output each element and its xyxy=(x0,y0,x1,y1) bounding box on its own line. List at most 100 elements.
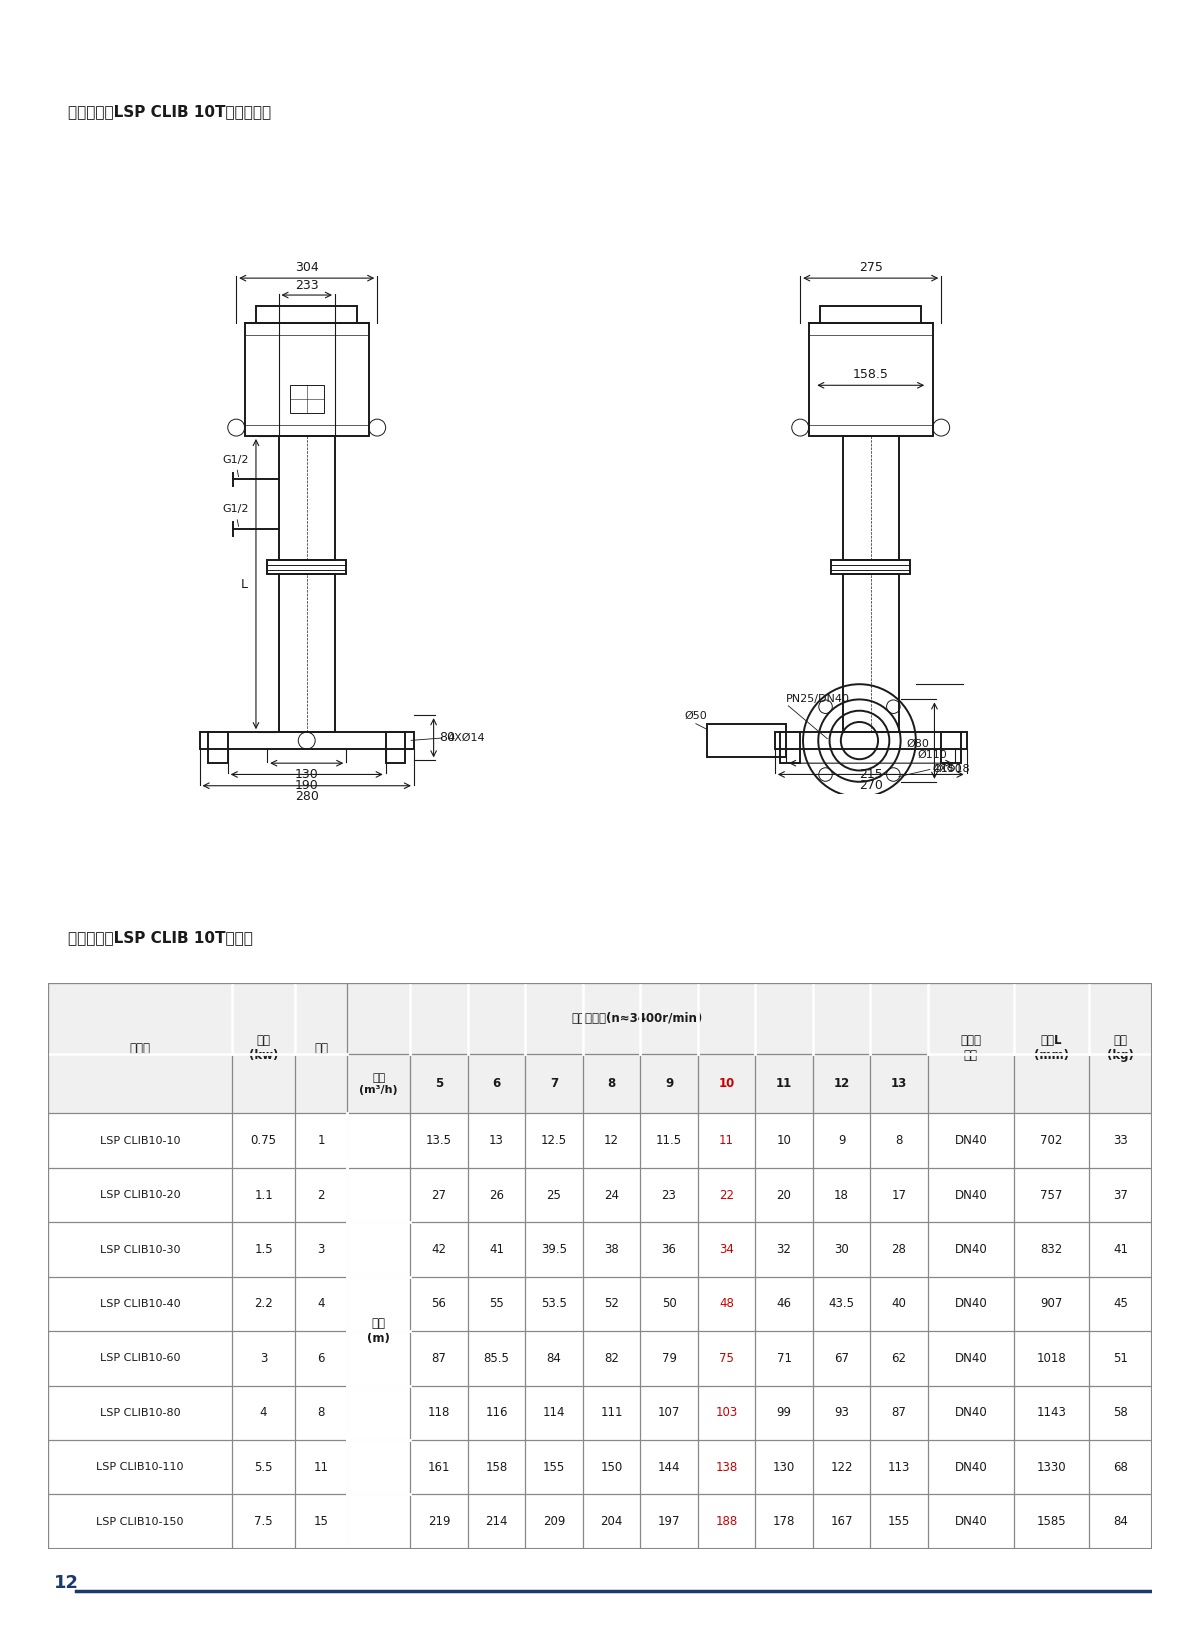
Text: 4: 4 xyxy=(260,1406,268,1419)
Text: 37: 37 xyxy=(1112,1188,1128,1201)
Text: 18: 18 xyxy=(834,1188,848,1201)
Text: 11.5: 11.5 xyxy=(656,1134,682,1147)
Text: 39.5: 39.5 xyxy=(541,1242,568,1255)
Text: 4: 4 xyxy=(317,1298,325,1311)
Text: 智能静音泵LSP CLIB 10T性能表: 智能静音泵LSP CLIB 10T性能表 xyxy=(68,929,253,946)
Text: 智能静音泵LSP CLIB 10T: 智能静音泵LSP CLIB 10T xyxy=(832,20,1164,51)
Text: LSP CLIB10-10: LSP CLIB10-10 xyxy=(100,1136,180,1146)
Text: 114: 114 xyxy=(542,1406,565,1419)
Text: 30: 30 xyxy=(834,1242,848,1255)
Text: 167: 167 xyxy=(830,1514,853,1528)
Text: 10: 10 xyxy=(719,1077,734,1090)
Bar xyxy=(842,436,899,561)
Text: 757: 757 xyxy=(1040,1188,1062,1201)
Text: 24: 24 xyxy=(604,1188,619,1201)
Text: 190: 190 xyxy=(295,779,318,792)
Text: 32: 32 xyxy=(776,1242,792,1255)
Text: 34: 34 xyxy=(719,1242,734,1255)
Text: DN40: DN40 xyxy=(954,1352,988,1365)
Text: 33: 33 xyxy=(1114,1134,1128,1147)
Text: 泵性能参数(n≈3400r/min): 泵性能参数(n≈3400r/min) xyxy=(571,1013,703,1026)
Text: LSP CLIB10-40: LSP CLIB10-40 xyxy=(100,1300,180,1310)
Text: 158.5: 158.5 xyxy=(853,367,889,380)
Text: 智能静音泵LSP CLIB 10T安装尺寸图: 智能静音泵LSP CLIB 10T安装尺寸图 xyxy=(68,103,271,120)
Text: 155: 155 xyxy=(542,1460,565,1473)
Text: G1/2: G1/2 xyxy=(222,505,248,526)
Text: 155: 155 xyxy=(888,1514,910,1528)
Text: 8: 8 xyxy=(318,1406,325,1419)
Text: 9: 9 xyxy=(838,1134,845,1147)
Text: 流量
(m³/h): 流量 (m³/h) xyxy=(359,1074,398,1095)
Text: 5: 5 xyxy=(434,1077,443,1090)
Text: 204: 204 xyxy=(600,1514,623,1528)
Text: 22: 22 xyxy=(719,1188,734,1201)
Text: DN40: DN40 xyxy=(954,1188,988,1201)
Text: 130: 130 xyxy=(295,767,318,780)
Text: 20: 20 xyxy=(776,1188,792,1201)
Text: 1.5: 1.5 xyxy=(254,1242,272,1255)
Text: 84: 84 xyxy=(1112,1514,1128,1528)
Text: 52: 52 xyxy=(604,1298,619,1311)
Text: 17: 17 xyxy=(892,1188,906,1201)
Text: 进出水
法兰: 进出水 法兰 xyxy=(960,1034,982,1062)
Text: 11: 11 xyxy=(313,1460,329,1473)
Text: 215: 215 xyxy=(859,767,882,780)
Text: 36: 36 xyxy=(661,1242,677,1255)
Text: 209: 209 xyxy=(542,1514,565,1528)
Text: 82: 82 xyxy=(604,1352,619,1365)
Bar xyxy=(208,733,228,764)
Text: 总长L
(mm): 总长L (mm) xyxy=(1034,1034,1069,1062)
Text: 6: 6 xyxy=(317,1352,325,1365)
Text: 3: 3 xyxy=(260,1352,268,1365)
Bar xyxy=(385,733,406,764)
Text: 118: 118 xyxy=(428,1406,450,1419)
Text: 150: 150 xyxy=(600,1460,623,1473)
Bar xyxy=(48,1054,1152,1113)
Text: 7: 7 xyxy=(550,1077,558,1090)
Text: 41: 41 xyxy=(490,1242,504,1255)
Text: 11: 11 xyxy=(776,1077,792,1090)
Text: 13: 13 xyxy=(490,1134,504,1147)
Text: 122: 122 xyxy=(830,1460,853,1473)
Bar xyxy=(842,574,899,733)
Text: 161: 161 xyxy=(427,1460,450,1473)
Text: 51: 51 xyxy=(1112,1352,1128,1365)
Text: 40: 40 xyxy=(892,1298,906,1311)
Text: LSP CLIB10-150: LSP CLIB10-150 xyxy=(96,1516,184,1526)
Text: DN40: DN40 xyxy=(954,1242,988,1255)
Text: 197: 197 xyxy=(658,1514,680,1528)
Text: 9: 9 xyxy=(665,1077,673,1090)
Text: 138: 138 xyxy=(715,1460,738,1473)
Bar xyxy=(289,385,324,413)
Text: 5.5: 5.5 xyxy=(254,1460,272,1473)
Text: 8: 8 xyxy=(895,1134,902,1147)
Text: 28: 28 xyxy=(892,1242,906,1255)
Text: 41: 41 xyxy=(1112,1242,1128,1255)
Text: Ø80: Ø80 xyxy=(906,739,929,749)
Text: LSP CLIB10-20: LSP CLIB10-20 xyxy=(100,1190,180,1200)
Text: 1585: 1585 xyxy=(1037,1514,1066,1528)
Bar xyxy=(809,323,932,436)
Text: 53.5: 53.5 xyxy=(541,1298,566,1311)
Text: 23: 23 xyxy=(661,1188,677,1201)
Text: 25: 25 xyxy=(546,1188,562,1201)
Text: 3: 3 xyxy=(318,1242,325,1255)
Text: 1.1: 1.1 xyxy=(254,1188,274,1201)
Bar xyxy=(775,733,967,749)
Text: 87: 87 xyxy=(432,1352,446,1365)
Text: 58: 58 xyxy=(1114,1406,1128,1419)
Text: DN40: DN40 xyxy=(954,1298,988,1311)
Text: 7.5: 7.5 xyxy=(254,1514,272,1528)
Text: LSP CLIB10-80: LSP CLIB10-80 xyxy=(100,1408,180,1418)
Text: 219: 219 xyxy=(427,1514,450,1528)
Text: 15: 15 xyxy=(313,1514,329,1528)
Bar xyxy=(256,306,358,323)
Text: 85.5: 85.5 xyxy=(484,1352,510,1365)
Text: 907: 907 xyxy=(1040,1298,1062,1311)
Text: 6: 6 xyxy=(492,1077,500,1090)
Text: 50: 50 xyxy=(661,1298,677,1311)
Text: 1: 1 xyxy=(317,1134,325,1147)
Bar xyxy=(780,733,800,764)
Text: 304: 304 xyxy=(295,261,318,274)
Text: 55: 55 xyxy=(490,1298,504,1311)
